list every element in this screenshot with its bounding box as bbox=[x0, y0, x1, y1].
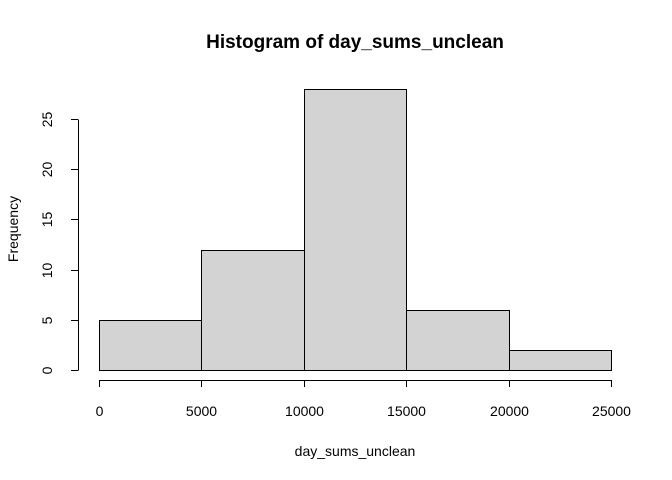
x-axis-label: day_sums_unclean bbox=[295, 443, 416, 459]
y-tick-label: 15 bbox=[39, 212, 55, 228]
histogram-bar-4 bbox=[509, 350, 612, 371]
x-tick-label: 15000 bbox=[387, 403, 426, 419]
x-tick-label: 25000 bbox=[592, 403, 631, 419]
y-tick-label: 25 bbox=[39, 112, 55, 128]
y-tick-label: 0 bbox=[39, 366, 55, 374]
bars-group bbox=[99, 89, 612, 371]
x-axis: 0 5000 10000 15000 20000 25000 bbox=[96, 380, 631, 419]
chart-title: Histogram of day_sums_unclean bbox=[206, 32, 504, 53]
y-axis: 0 5 10 15 20 25 bbox=[39, 112, 79, 374]
y-tick-label: 20 bbox=[39, 162, 55, 178]
y-tick-label: 5 bbox=[39, 316, 55, 324]
y-tick-label: 10 bbox=[39, 263, 55, 279]
y-axis-label: Frequency bbox=[5, 196, 21, 262]
histogram-bar-0 bbox=[99, 320, 202, 371]
histogram-bar-2 bbox=[304, 89, 407, 371]
x-tick-label: 10000 bbox=[285, 403, 324, 419]
x-tick-label: 20000 bbox=[490, 403, 529, 419]
x-tick-label: 0 bbox=[96, 403, 104, 419]
x-tick-label: 5000 bbox=[186, 403, 217, 419]
histogram-bar-1 bbox=[201, 250, 305, 371]
histogram-bar-3 bbox=[406, 310, 510, 371]
